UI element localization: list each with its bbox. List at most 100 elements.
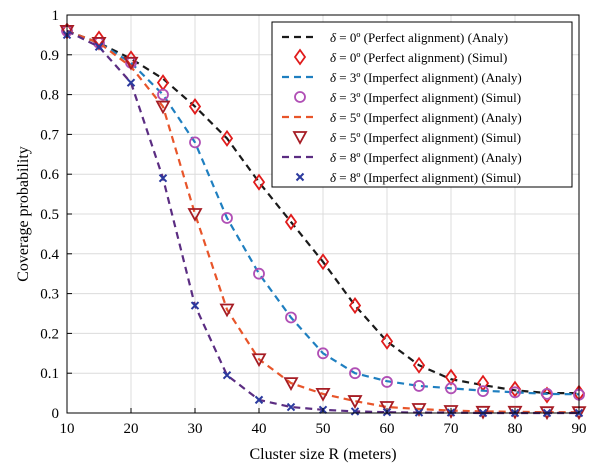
data-point <box>252 173 266 191</box>
data-point <box>445 382 457 395</box>
y-tick-label: 0.8 <box>40 88 59 104</box>
y-tick-label: 0.1 <box>40 366 59 382</box>
data-point <box>316 253 330 271</box>
x-marker-stroke <box>94 42 104 52</box>
data-point <box>219 303 235 318</box>
legend-label: δ = 3º (Imperfect alignment) (Analy) <box>330 70 522 85</box>
legend-label-text: = 5º (Imperfect alignment) (Simul) <box>336 130 521 145</box>
data-point <box>284 213 298 231</box>
y-tick-label: 0 <box>52 406 60 422</box>
y-tick-label: 0.3 <box>40 287 59 303</box>
legend-swatch <box>293 48 307 66</box>
data-point <box>317 347 329 360</box>
legend-delta-symbol: δ <box>330 90 337 105</box>
data-point <box>315 387 331 402</box>
data-point <box>221 212 233 224</box>
data-point <box>251 353 267 368</box>
legend-entry: δ = 8º (Imperfect alignment) (Analy) <box>282 150 522 165</box>
legend-swatch <box>292 131 308 145</box>
data-point <box>220 129 234 147</box>
legend: δ = 0º (Perfect alignment) (Analy)δ = 0º… <box>271 21 573 188</box>
x-marker-stroke <box>222 370 232 380</box>
x-marker-stroke <box>350 407 360 416</box>
legend-entry: δ = 3º (Imperfect alignment) (Analy) <box>282 70 522 85</box>
series-line <box>66 29 579 414</box>
x-marker-stroke <box>190 301 200 310</box>
y-tick-label: 0.5 <box>40 207 59 223</box>
x-tick-label: 50 <box>316 421 331 437</box>
legend-label-text: = 3º (Imperfect alignment) (Simul) <box>336 90 521 105</box>
legend-entry: δ = 0º (Perfect alignment) (Simul) <box>293 48 507 66</box>
data-point <box>443 405 459 419</box>
x-tick-label: 70 <box>444 421 459 437</box>
legend-label: δ = 5º (Imperfect alignment) (Simul) <box>330 130 521 145</box>
data-point <box>347 395 363 409</box>
y-tick-label: 1 <box>52 8 60 24</box>
tick-labels: 10 20 30 40 50 60 70 80 90 0 0.1 0.2 0.3 0.4 0.5 0.6 0.7… <box>40 8 586 437</box>
x-tick-label: 80 <box>508 421 523 437</box>
data-point <box>286 402 296 412</box>
legend-delta-symbol: δ <box>330 70 337 85</box>
data-point <box>158 173 168 183</box>
series-line <box>66 29 580 396</box>
legend-delta-symbol: δ <box>330 170 337 185</box>
x-tick-label: 30 <box>188 421 203 437</box>
legend-label-text: = 5º (Imperfect alignment) (Analy) <box>336 110 522 125</box>
legend-label-text: = 0º (Perfect alignment) (Analy) <box>336 30 508 45</box>
data-point <box>188 97 202 116</box>
x-marker-stroke <box>126 78 136 87</box>
legend-label-text: = 8º (Imperfect alignment) (Analy) <box>336 150 522 165</box>
data-point <box>254 395 264 405</box>
legend-label: δ = 0º (Perfect alignment) (Simul) <box>330 50 507 65</box>
data-point <box>381 376 393 388</box>
x-marker-stroke <box>295 172 305 182</box>
data-point <box>350 407 360 416</box>
legend-delta-symbol: δ <box>330 130 337 145</box>
data-point <box>509 386 521 399</box>
data-point <box>222 370 232 380</box>
legend-box <box>271 21 573 188</box>
data-point <box>253 267 265 280</box>
data-point <box>412 356 426 374</box>
legend-entry: δ = 5º (Imperfect alignment) (Analy) <box>282 110 522 125</box>
legend-delta-symbol: δ <box>330 150 337 165</box>
data-point <box>94 42 104 52</box>
legend-label: δ = 0º (Perfect alignment) (Analy) <box>330 30 508 45</box>
series-2 <box>60 22 586 404</box>
y-axis-label: Coverage probability <box>15 146 32 282</box>
x-tick-label: 90 <box>572 421 587 437</box>
data-point <box>123 56 139 71</box>
legend-label-text: = 3º (Imperfect alignment) (Analy) <box>336 70 522 85</box>
y-tick-label: 0.9 <box>40 48 59 64</box>
data-point <box>126 78 136 87</box>
data-point <box>541 387 553 400</box>
x-tick-label: 10 <box>60 421 75 437</box>
data-point <box>285 311 297 324</box>
data-point <box>155 100 171 115</box>
data-point <box>283 377 299 392</box>
x-marker-stroke <box>286 402 296 412</box>
legend-label: δ = 8º (Imperfect alignment) (Analy) <box>330 150 522 165</box>
series-5 <box>66 29 579 414</box>
data-point <box>349 367 361 380</box>
x-marker-stroke <box>158 173 168 183</box>
legend-entry: δ = 5º (Imperfect alignment) (Simul) <box>292 130 521 145</box>
legend-label-text: = 8º (Imperfect alignment) (Simul) <box>336 170 521 185</box>
legend-label-text: = 0º (Perfect alignment) (Simul) <box>336 50 507 65</box>
y-tick-label: 0.6 <box>40 167 59 183</box>
x-axis-label: Cluster size R (meters) <box>249 446 396 463</box>
legend-entry: δ = 8º (Imperfect alignment) (Simul) <box>295 170 521 185</box>
data-point <box>348 296 362 315</box>
data-point <box>189 136 201 149</box>
legend-swatch <box>294 91 306 103</box>
legend-delta-symbol: δ <box>330 50 337 65</box>
y-tick-label: 0.4 <box>40 247 59 263</box>
data-point <box>157 88 169 101</box>
x-tick-label: 20 <box>124 421 139 437</box>
x-tick-label: 60 <box>380 421 395 437</box>
legend-entry: δ = 3º (Imperfect alignment) (Simul) <box>294 90 521 105</box>
data-point <box>413 380 425 392</box>
x-tick-label: 40 <box>252 421 267 437</box>
data-point <box>380 332 394 350</box>
